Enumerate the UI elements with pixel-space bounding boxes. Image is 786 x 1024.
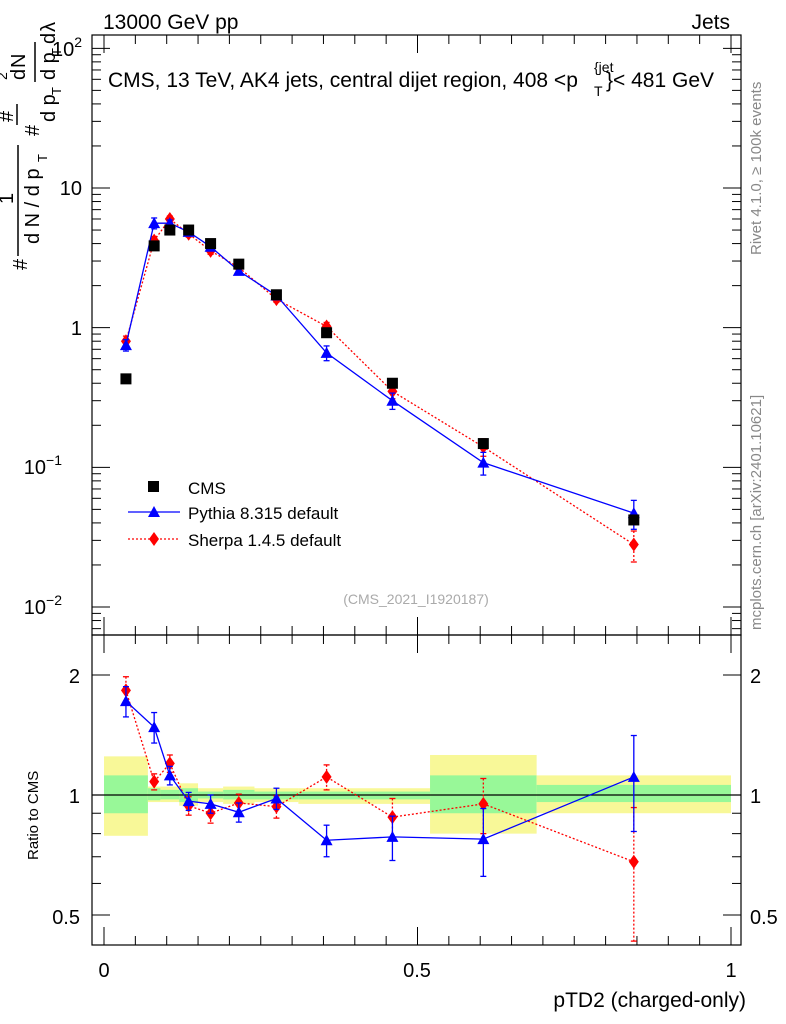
svg-text:d: d bbox=[8, 69, 30, 80]
svg-text:#: # bbox=[22, 124, 44, 136]
ratio-y-tick-label-1-right: 1 bbox=[750, 786, 761, 808]
category-label: Jets bbox=[691, 11, 730, 34]
main-cms-point bbox=[148, 240, 160, 252]
legend-cms-label: CMS bbox=[188, 479, 226, 498]
legend-sherpa-label: Sherpa 1.4.5 default bbox=[188, 531, 341, 550]
ratio-sherpa-point bbox=[478, 796, 489, 811]
svg-text:d p: d p bbox=[38, 52, 60, 80]
ratio-pythia-line bbox=[125, 700, 635, 841]
ratio-pythia-point bbox=[477, 833, 490, 845]
main-pythia-point bbox=[386, 394, 399, 406]
x-tick-label-0.5: 0.5 bbox=[403, 960, 431, 982]
ratio-sherpa-point bbox=[321, 769, 332, 784]
svg-text:#: # bbox=[0, 110, 18, 122]
ratio-pythia-point bbox=[232, 806, 245, 818]
ratio-pythia-point bbox=[270, 792, 283, 804]
main-cms-point bbox=[270, 289, 282, 301]
svg-text:λ: λ bbox=[38, 22, 60, 32]
svg-text:T: T bbox=[35, 154, 50, 162]
ratio-pythia-point bbox=[182, 795, 195, 807]
main-cms-point bbox=[628, 514, 640, 526]
y-tick-label-10: 10 bbox=[60, 178, 82, 200]
main-pythia-point bbox=[477, 456, 490, 468]
ratio-pythia-point bbox=[163, 769, 176, 781]
main-cms-point bbox=[205, 238, 217, 250]
svg-text:CMS, 13 TeV, AK4 jets, central: CMS, 13 TeV, AK4 jets, central dijet reg… bbox=[108, 69, 578, 92]
svg-text:d N / d p: d N / d p bbox=[22, 168, 44, 244]
main-cms-point bbox=[164, 224, 176, 236]
energy-label: 13000 GeV pp bbox=[103, 11, 238, 34]
ratio-y-tick-labels-right: 2 1 0.5 bbox=[750, 666, 778, 929]
ratio-y-axis-label: Ratio to CMS bbox=[25, 771, 42, 860]
svg-text:1: 1 bbox=[0, 193, 18, 204]
main-cms-point bbox=[477, 438, 489, 450]
ratio-sherpa-point bbox=[149, 774, 160, 789]
ratio-y-tick-labels-left: 2 1 0.5 bbox=[52, 666, 80, 929]
legend-pythia-label: Pythia 8.315 default bbox=[188, 504, 339, 523]
svg-text:d: d bbox=[38, 33, 60, 44]
ratio-plot-frame bbox=[91, 634, 742, 946]
ratio-pythia-point bbox=[320, 834, 333, 846]
ratio-y-tick-label-0.5: 0.5 bbox=[52, 907, 80, 929]
svg-text:N: N bbox=[8, 54, 30, 68]
ratio-axis-ticks bbox=[92, 635, 741, 945]
ratio-y-tick-label-1: 1 bbox=[69, 786, 80, 808]
svg-text:}< 481 GeV: }< 481 GeV bbox=[606, 69, 714, 92]
plot-title: CMS, 13 TeV, AK4 jets, central dijet reg… bbox=[108, 59, 714, 99]
svg-text:T: T bbox=[594, 83, 603, 99]
site-label: mcplots.cern.ch [arXiv:2401.10621] bbox=[748, 395, 765, 630]
main-cms-point bbox=[233, 258, 245, 270]
x-tick-label-0: 0 bbox=[98, 960, 109, 982]
ratio-pythia-point bbox=[119, 695, 132, 707]
main-series-marks bbox=[119, 211, 640, 563]
main-y-axis-label: # d N / d p T 1 # # d p T d 2 N d p T d … bbox=[0, 22, 64, 270]
svg-text:T: T bbox=[49, 87, 64, 95]
analysis-id: (CMS_2021_I1920187) bbox=[343, 591, 489, 607]
legend-cms-marker bbox=[148, 481, 159, 492]
ratio-band-inner-0 bbox=[104, 775, 148, 814]
main-sherpa-point bbox=[628, 537, 639, 552]
svg-text:2: 2 bbox=[0, 72, 10, 80]
main-sherpa-line bbox=[125, 218, 635, 546]
main-pythia-point bbox=[232, 264, 245, 276]
y-tick-label-1e2: 102 bbox=[52, 34, 82, 61]
ratio-sherpa-point bbox=[628, 854, 639, 869]
legend-pythia-marker bbox=[148, 506, 160, 517]
main-axis-ticks bbox=[92, 35, 741, 635]
main-y-tick-labels: 10−2 10−1 1 10 102 bbox=[24, 34, 82, 619]
main-cms-point bbox=[183, 224, 195, 236]
main-pythia-point bbox=[148, 217, 161, 229]
ratio-series-marks bbox=[119, 676, 640, 942]
svg-text:{jet: {jet bbox=[594, 59, 614, 75]
main-cms-point bbox=[321, 327, 333, 339]
y-tick-label-1e-2: 10−2 bbox=[24, 592, 62, 619]
svg-text:d p: d p bbox=[38, 94, 60, 122]
main-pythia-point bbox=[320, 346, 333, 358]
ratio-y-tick-label-0.5-right: 0.5 bbox=[750, 907, 778, 929]
rivet-label: Rivet 4.1.0, ≥ 100k events bbox=[748, 82, 765, 255]
x-tick-labels: 0 0.5 1 bbox=[98, 960, 736, 982]
main-cms-point bbox=[120, 373, 132, 385]
y-tick-label-1: 1 bbox=[71, 318, 82, 340]
legend-sherpa-marker bbox=[149, 532, 159, 546]
ratio-pythia-point bbox=[627, 770, 640, 782]
main-cms-point bbox=[386, 377, 398, 389]
x-tick-label-1: 1 bbox=[725, 960, 736, 982]
x-axis-label: pTD2 (charged-only) bbox=[553, 989, 746, 1012]
ratio-pythia-point bbox=[148, 721, 161, 733]
y-tick-label-1e-1: 10−1 bbox=[24, 452, 62, 479]
ratio-y-tick-label-2-right: 2 bbox=[750, 666, 761, 688]
ratio-pythia-point bbox=[386, 830, 399, 842]
svg-text:#: # bbox=[10, 258, 32, 270]
main-pythia-point bbox=[119, 339, 132, 351]
svg-text:T: T bbox=[49, 48, 64, 56]
ratio-y-tick-label-2: 2 bbox=[69, 666, 80, 688]
ratio-pythia-point bbox=[204, 797, 217, 809]
main-pythia-line bbox=[125, 222, 635, 514]
ratio-band-inner-1 bbox=[147, 788, 161, 801]
legend: CMS Pythia 8.315 default Sherpa 1.4.5 de… bbox=[128, 479, 341, 550]
